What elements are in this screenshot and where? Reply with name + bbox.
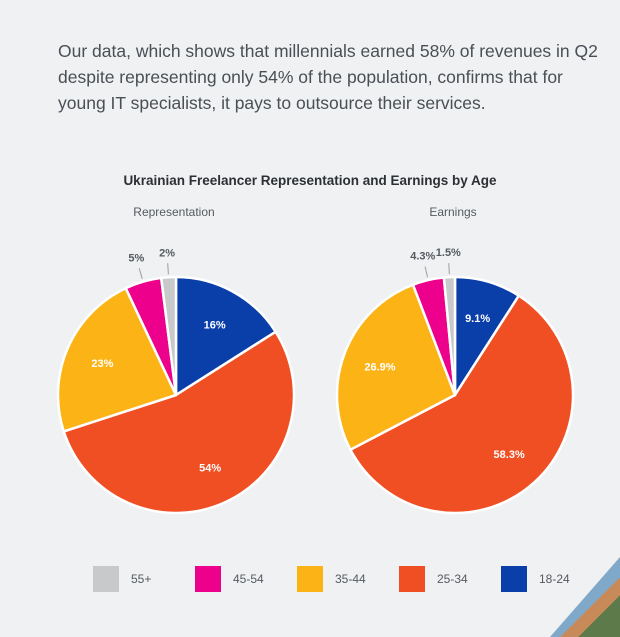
leader-line-55+ [167,263,169,275]
pie-slice-35-44 [56,286,178,433]
slice-label-25-34: 54% [199,463,221,475]
legend-label: 18-24 [539,572,570,586]
pie-slice-55+ [442,275,457,397]
legend-item-55+: 55+ [93,566,171,592]
pie-1: Earnings 9.1% 58.3% 26.9% 4.3% 1.5% [335,205,575,515]
slice-label-45-54: 5% [128,253,144,265]
slice-label-18-24: 9.1% [465,313,490,325]
slice-label-35-44: 23% [91,358,113,370]
legend-swatch [399,566,425,592]
legend-swatch [93,566,119,592]
pie-charts: Representation 16% 54% 23% 5% 2% Earnings 9.1% 5… [56,205,575,515]
pie-slice-25-34 [62,330,296,515]
slice-label-35-44: 26.9% [364,362,395,374]
slice-label-25-34: 58.3% [494,449,525,461]
pie-0: Representation 16% 54% 23% 5% 2% [56,205,296,515]
leader-line-55+ [448,263,450,275]
legend-swatch [195,566,221,592]
slice-label-55+: 1.5% [436,247,461,259]
legend-swatch [501,566,527,592]
leader-line-45-54 [138,268,143,279]
pie-slice-55+ [159,275,178,397]
pie-subtitle: Earnings [429,205,476,219]
intro-paragraph: Our data, which shows that millennials e… [58,41,598,113]
slice-label-55+: 2% [159,247,175,259]
slice-label-45-54: 4.3% [410,251,435,263]
legend-label: 55+ [131,572,152,586]
pie-slice-18-24 [174,275,277,397]
chart-title: Ukrainian Freelancer Representation and … [123,173,497,188]
pie-slice-25-34 [349,294,575,515]
legend-label: 45-54 [233,572,264,586]
chart-legend: 55+ 45-54 35-44 25-34 18-24 [93,566,603,592]
legend-item-18-24: 18-24 [501,566,579,592]
pie-subtitle: Representation [133,205,214,219]
legend-item-25-34: 25-34 [399,566,477,592]
legend-item-35-44: 35-44 [297,566,375,592]
legend-item-45-54: 45-54 [195,566,273,592]
slice-label-18-24: 16% [204,320,226,332]
legend-label: 25-34 [437,572,468,586]
legend-swatch [297,566,323,592]
leader-line-45-54 [424,266,429,278]
pie-slice-35-44 [335,283,457,451]
legend-label: 35-44 [335,572,366,586]
